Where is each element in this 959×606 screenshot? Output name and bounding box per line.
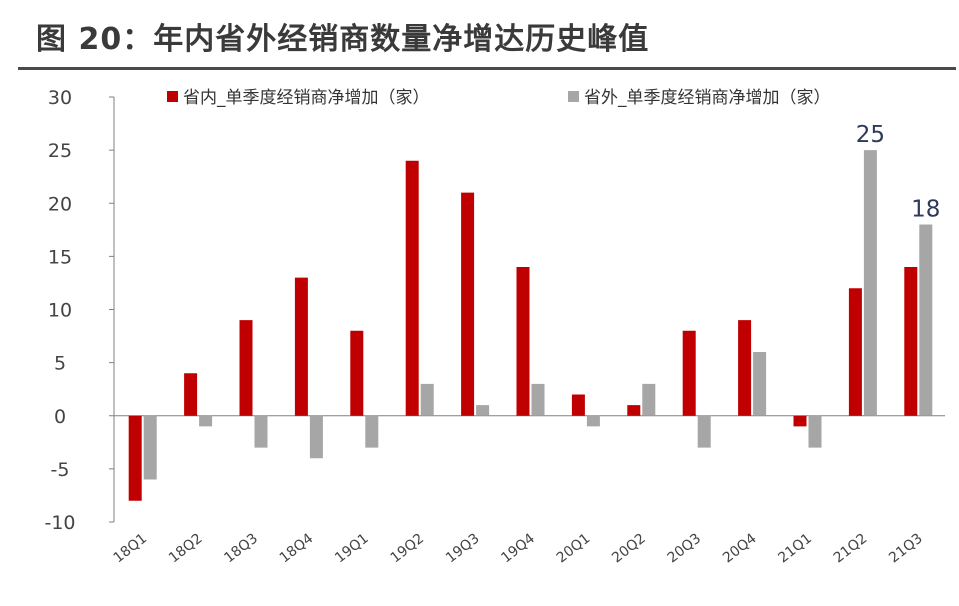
bar-inside-18Q4	[294, 277, 308, 416]
bar-inside-18Q1	[128, 415, 142, 501]
bar-inside-19Q2	[405, 160, 419, 416]
y-tick-label: 25	[48, 140, 72, 162]
bar-inside-18Q2	[184, 373, 198, 416]
bar-inside-18Q3	[239, 320, 253, 416]
bar-outside-21Q3	[919, 224, 933, 416]
bar-outside-18Q1	[143, 415, 157, 480]
page-title: 图 20：年内省外经销商数量净增达历史峰值	[36, 22, 650, 57]
bar-outside-19Q3	[476, 405, 490, 416]
x-tick-label: 20Q3	[665, 531, 705, 567]
y-tick-label: 0	[54, 406, 66, 428]
y-tick-label: -5	[51, 459, 70, 481]
bar-outside-19Q1	[365, 415, 379, 448]
bar-inside-20Q2	[627, 405, 641, 416]
y-tick-label: 5	[54, 353, 66, 375]
bar-outside-19Q4	[531, 383, 545, 416]
bar-outside-20Q1	[586, 415, 600, 427]
legend-label-outside: 省外_单季度经销商净增加（家）	[584, 88, 831, 108]
y-tick-label: -10	[44, 512, 75, 534]
x-tick-label: 18Q3	[221, 531, 261, 567]
x-tick-label: 19Q4	[498, 530, 538, 566]
title-divider	[18, 67, 956, 70]
x-tick-label: 18Q2	[166, 531, 206, 567]
x-tick-label: 18Q4	[277, 530, 317, 566]
x-tick-label: 20Q4	[720, 530, 760, 566]
x-tick-label: 19Q3	[443, 531, 483, 567]
bar-outside-21Q1	[808, 415, 822, 448]
bar-outside-20Q4	[753, 352, 767, 416]
bar-inside-20Q1	[571, 394, 585, 416]
bar-inside-19Q4	[516, 267, 530, 416]
x-tick-label: 19Q1	[332, 531, 372, 567]
legend-label-inside: 省内_单季度经销商净增加（家）	[183, 88, 430, 108]
bar-inside-20Q4	[738, 320, 752, 416]
x-tick-label: 21Q1	[775, 531, 815, 567]
x-tick-label: 21Q3	[886, 531, 926, 567]
y-tick-label: 10	[48, 300, 72, 322]
bar-outside-18Q4	[309, 415, 323, 459]
x-tick-label: 21Q2	[831, 531, 871, 567]
bar-inside-20Q3	[682, 330, 696, 416]
y-tick-label: 30	[48, 87, 72, 109]
x-tick-label: 20Q2	[609, 531, 649, 567]
bar-inside-21Q3	[904, 267, 918, 416]
bar-inside-21Q1	[793, 415, 807, 427]
bar-inside-21Q2	[848, 288, 862, 416]
bar-outside-19Q2	[420, 383, 434, 416]
y-tick-label: 15	[48, 246, 72, 268]
bar-outside-18Q2	[199, 415, 213, 427]
bar-outside-18Q3	[254, 415, 268, 448]
legend-swatch-inside	[167, 91, 178, 102]
x-tick-label: 19Q2	[388, 531, 428, 567]
x-tick-label: 20Q1	[554, 531, 594, 567]
bar-outside-21Q2	[863, 150, 877, 416]
data-label-21Q3: 18	[911, 197, 940, 223]
x-tick-label: 18Q1	[111, 531, 151, 567]
bar-outside-20Q3	[697, 415, 711, 448]
bar-inside-19Q3	[461, 192, 475, 416]
y-tick-label: 20	[48, 193, 72, 215]
bar-inside-19Q1	[350, 330, 364, 416]
legend-swatch-outside	[568, 91, 579, 102]
bar-outside-20Q2	[642, 383, 656, 416]
data-label-21Q2: 25	[856, 122, 885, 148]
